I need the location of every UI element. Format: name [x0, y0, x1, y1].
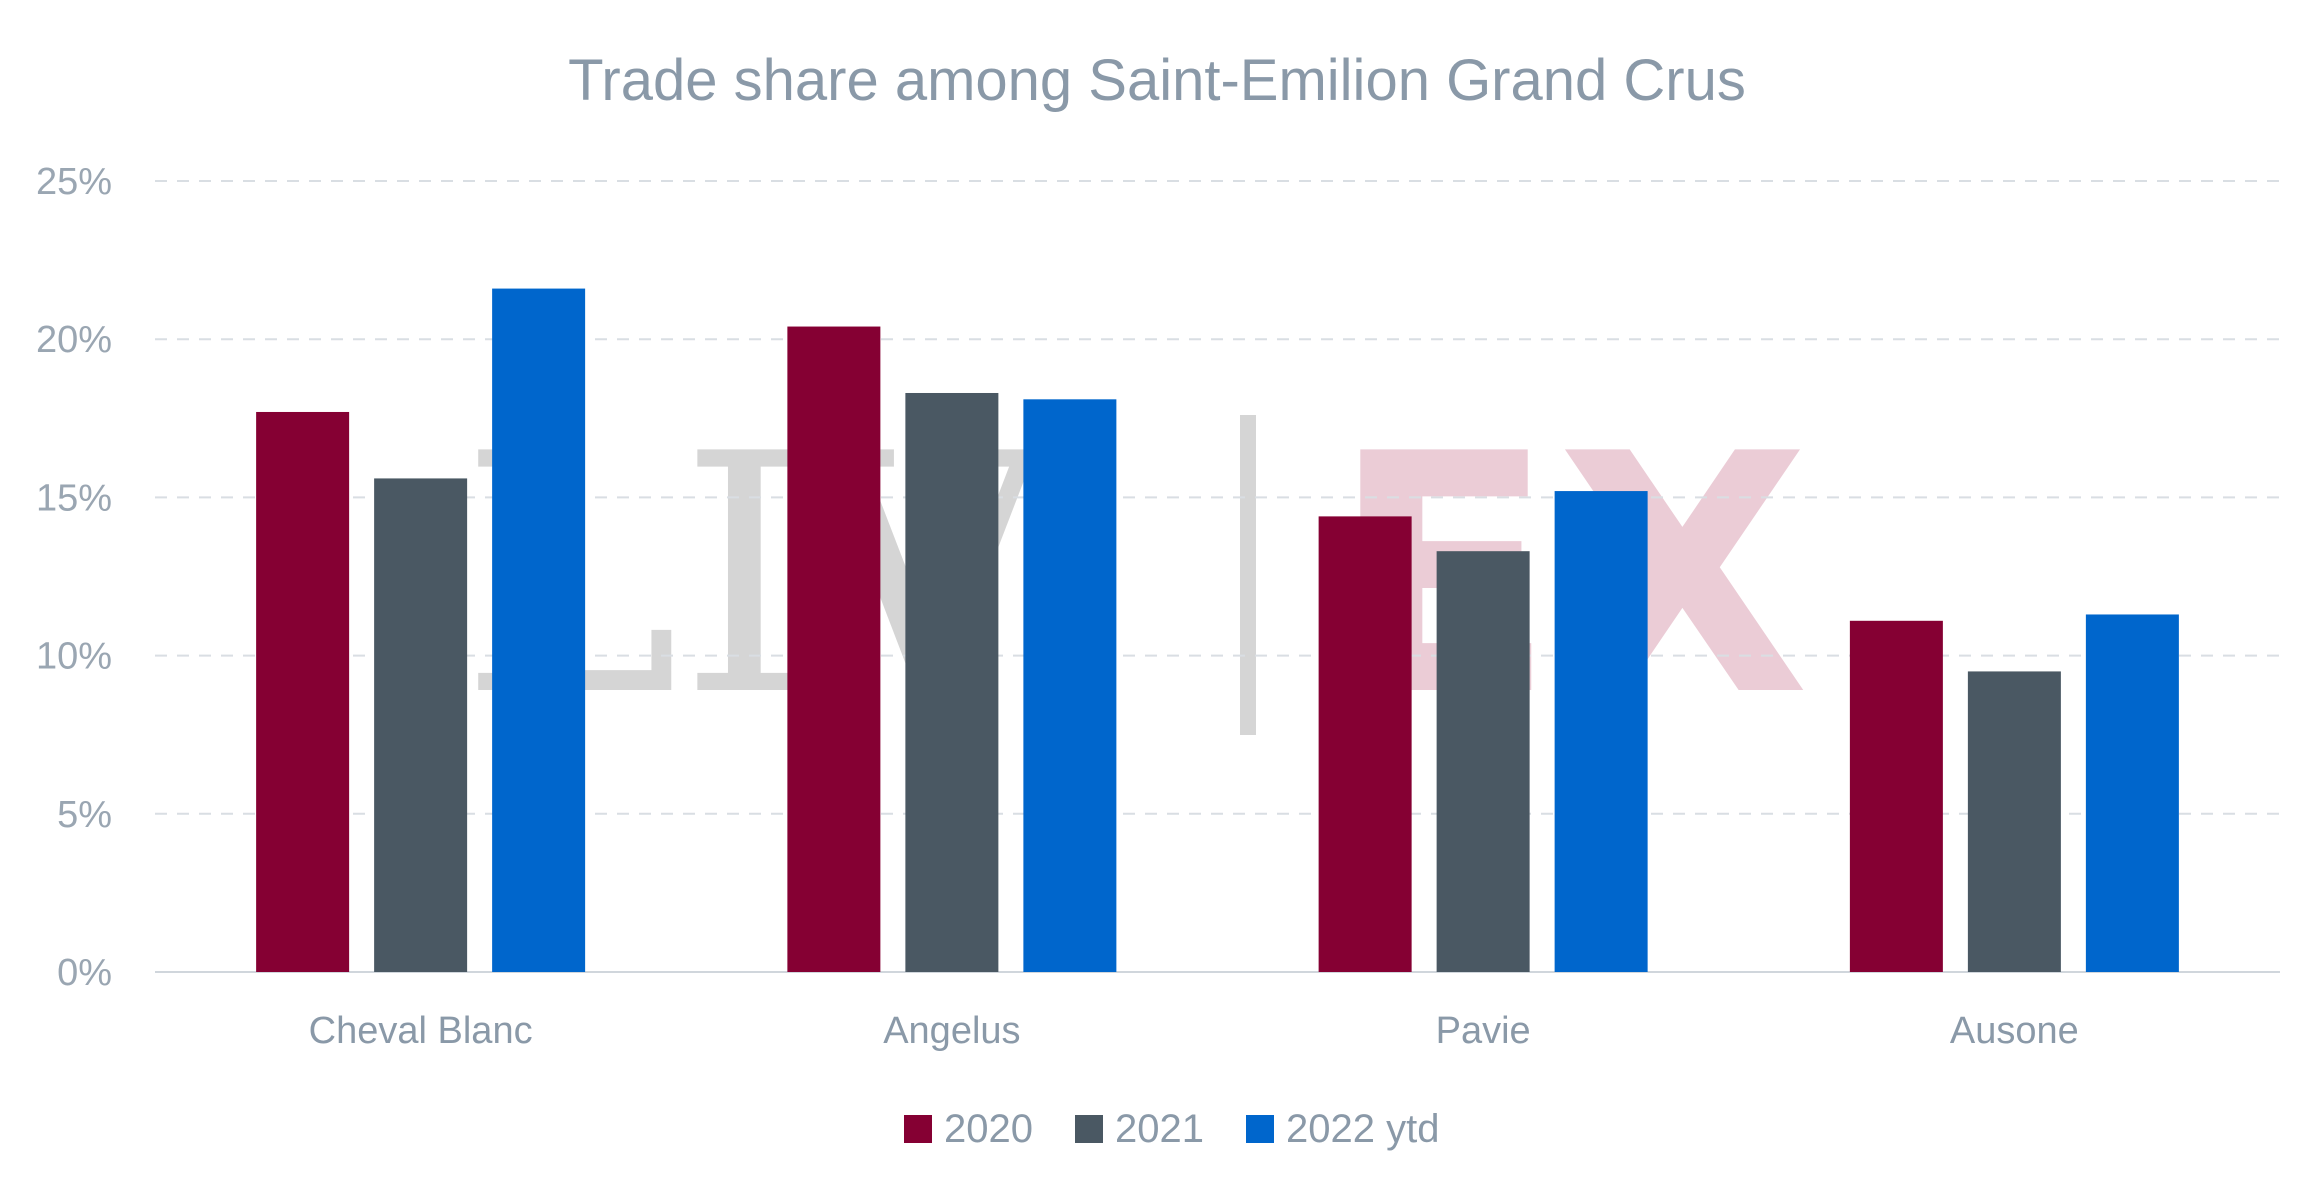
legend-label: 2022 ytd	[1286, 1107, 1439, 1151]
category-label: Ausone	[1950, 1010, 2079, 1052]
category-labels: Cheval Blanc Angelus Pavie Ausone	[309, 1010, 2079, 1052]
category-label: Pavie	[1436, 1010, 1531, 1052]
chart-title: Trade share among Saint-Emilion Grand Cr…	[568, 48, 1746, 113]
y-tick-label: 20%	[36, 319, 112, 361]
grid-layer: 0% 5% 10% 15% 20% 25%	[36, 161, 2280, 994]
bar-cheval-blanc-2021	[374, 478, 468, 972]
bar-angelus-2021	[905, 392, 999, 972]
bar-cheval-blanc-2020	[256, 411, 350, 972]
bar-angelus-2022-ytd	[1023, 399, 1117, 972]
bar-angelus-2020	[787, 326, 881, 972]
y-tick-label: 0%	[57, 952, 112, 994]
bar-ausone-2020	[1849, 620, 1943, 972]
bar-pavie-2022-ytd	[1554, 491, 1648, 972]
bar-pavie-2021	[1436, 551, 1530, 972]
y-tick-label: 15%	[36, 477, 112, 519]
legend-swatch-2022-ytd	[1246, 1115, 1274, 1143]
bar-cheval-blanc-2022-ytd	[492, 288, 586, 972]
y-tick-label: 5%	[57, 794, 112, 836]
bars-layer	[256, 288, 2179, 972]
category-label: Angelus	[883, 1010, 1020, 1052]
y-tick-label: 10%	[36, 636, 112, 678]
legend-label: 2021	[1115, 1107, 1204, 1151]
legend-swatch-2020	[904, 1115, 932, 1143]
y-tick-label: 25%	[36, 161, 112, 203]
legend-label: 2020	[944, 1107, 1033, 1151]
bar-ausone-2021	[1967, 671, 2061, 972]
category-label: Cheval Blanc	[309, 1010, 533, 1052]
bar-ausone-2022-ytd	[2085, 614, 2179, 972]
watermark-divider	[1240, 415, 1256, 735]
legend: 2020 2021 2022 ytd	[904, 1107, 1439, 1151]
bar-pavie-2020	[1318, 516, 1412, 972]
legend-swatch-2021	[1075, 1115, 1103, 1143]
